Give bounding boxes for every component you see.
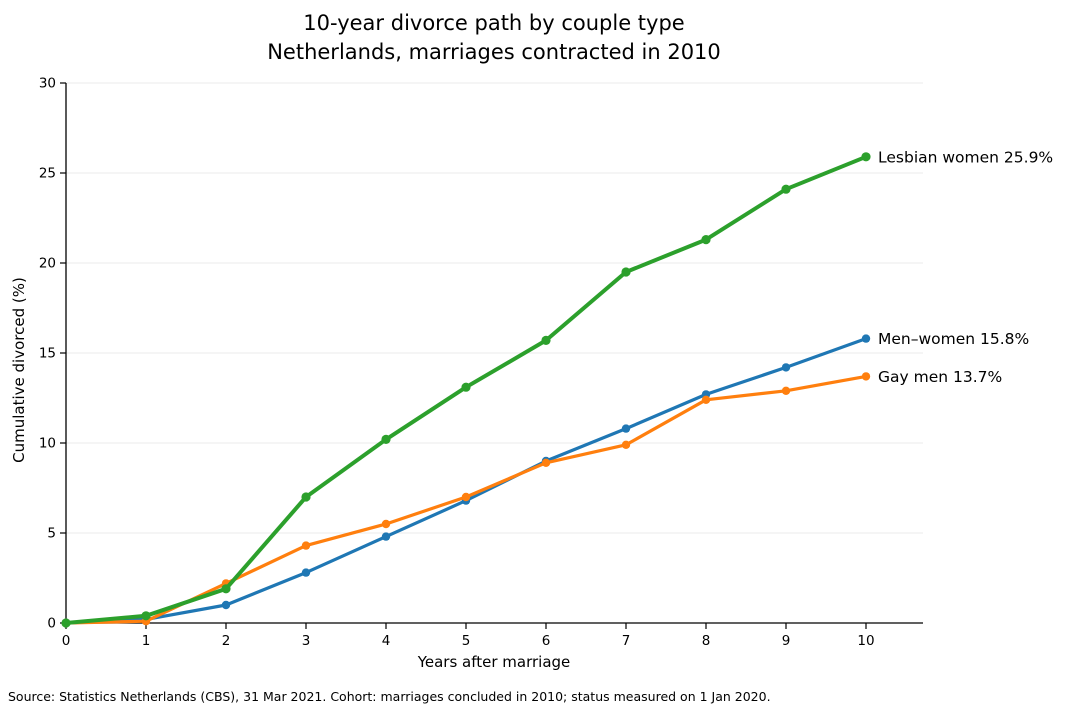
data-point-marker [381,519,391,529]
data-point-marker [221,584,231,594]
y-tick-label: 10 [39,436,56,452]
x-tick-label: 6 [542,633,551,649]
chart-title-line-2: Netherlands, marriages contracted in 201… [267,40,721,64]
x-tick-label: 1 [142,633,151,649]
axes: 0 5 10 15 20 25 30 0 1 2 3 4 5 6 7 8 9 10 [39,76,923,649]
x-tick-label: 4 [382,633,391,649]
data-point-marker [221,600,231,610]
y-tick-label: 5 [47,526,56,542]
series-end-label: Men–women 15.8% [878,330,1029,348]
data-point-marker [621,267,631,277]
data-point-marker [861,152,871,162]
series-end-labels: Men–women 15.8% Gay men 13.7% Lesbian wome… [878,148,1053,386]
series-lesbian-women [61,152,871,628]
y-axis-label: Cumulative divorced (%) [10,277,28,463]
data-point-marker [621,440,631,449]
series-end-label: Lesbian women 25.9% [878,148,1053,166]
y-tick-label: 25 [39,166,56,182]
x-tick-label: 10 [857,633,874,649]
gridlines [66,82,923,534]
y-tick-label: 30 [39,76,56,92]
x-tick-label: 9 [782,633,791,649]
data-point-marker [701,235,711,245]
series-men-women [61,334,871,628]
x-tick-label: 7 [622,633,631,649]
data-point-marker [301,492,311,502]
chart-title-line-1: 10-year divorce path by couple type [303,11,684,35]
series-lines [61,152,871,628]
series-end-label: Gay men 13.7% [878,368,1002,386]
data-point-marker [141,611,151,621]
x-tick-label: 8 [702,633,711,649]
data-point-marker [781,363,791,372]
data-point-marker [781,386,791,395]
series-line [64,337,868,625]
x-tick-label: 2 [222,633,231,649]
data-point-marker [381,434,391,444]
data-point-marker [541,458,551,467]
data-point-marker [781,184,791,194]
data-point-marker [301,541,311,550]
data-point-marker [301,568,311,577]
source-footnote: Source: Statistics Netherlands (CBS), 31… [8,689,771,704]
x-tick-label: 0 [62,633,71,649]
data-point-marker [861,372,871,381]
data-point-marker [621,424,631,433]
x-axis-label: Years after marriage [417,653,571,671]
y-tick-label: 15 [39,346,56,362]
data-point-marker [381,532,391,541]
x-tick-label: 3 [302,633,311,649]
x-tick-label: 5 [462,633,471,649]
data-point-marker [461,492,471,502]
series-gay-men [61,372,871,628]
data-point-marker [61,618,71,628]
data-point-marker [541,335,551,345]
y-tick-label: 20 [39,256,56,272]
data-point-marker [861,334,871,343]
data-point-marker [461,382,471,392]
y-tick-label: 0 [47,616,56,632]
data-point-marker [701,395,711,404]
